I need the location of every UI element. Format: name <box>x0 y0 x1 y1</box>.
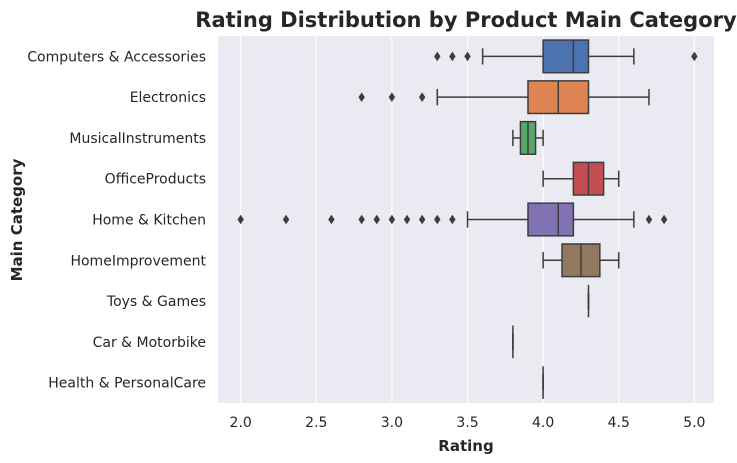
outlier-point <box>434 51 441 62</box>
outlier-point <box>388 214 396 225</box>
x-tick-label: 2.0 <box>230 415 252 431</box>
box-homeimprovement <box>542 243 620 278</box>
x-axis-label: Rating <box>438 437 493 455</box>
y-tick-label: Car & Motorbike <box>93 335 206 351</box>
outlier-point <box>449 51 456 62</box>
outlier-point <box>328 214 335 225</box>
box-officeproducts <box>542 161 620 196</box>
outlier-point <box>464 51 471 62</box>
y-tick-label: Toys & Games <box>106 294 206 310</box>
y-tick-label: OfficeProducts <box>105 172 206 188</box>
outlier-point <box>691 51 698 62</box>
x-tick-label: 4.5 <box>608 415 630 431</box>
y-tick-label: MusicalInstruments <box>69 131 206 147</box>
outlier-point <box>660 214 668 225</box>
x-tick-label: 4.0 <box>532 415 554 431</box>
y-tick-label: Home & Kitchen <box>92 213 206 229</box>
box-home-kitchen <box>237 202 668 237</box>
box-computers-accessories <box>434 39 698 74</box>
y-tick-label: Electronics <box>130 90 206 106</box>
x-tick-label: 3.0 <box>381 415 403 431</box>
outlier-point <box>645 214 653 225</box>
outlier-point <box>434 214 441 225</box>
x-tick-label: 3.5 <box>456 415 478 431</box>
iqr-box <box>542 39 590 74</box>
outlier-point <box>358 92 365 102</box>
plot-area <box>218 36 714 403</box>
y-tick-label: Health & PersonalCare <box>48 376 206 392</box>
outlier-point <box>358 214 365 225</box>
outlier-point <box>449 214 456 225</box>
outlier-point <box>237 214 244 225</box>
box-musicalinstruments <box>512 120 544 156</box>
outlier-point <box>418 92 426 102</box>
outlier-point <box>388 92 396 102</box>
y-tick-labels: Computers & Accessories Electronics Musica… <box>27 49 206 391</box>
outlier-point <box>418 214 426 225</box>
outlier-point <box>282 214 290 225</box>
iqr-box <box>527 202 575 237</box>
x-tick-label: 2.5 <box>305 415 327 431</box>
outlier-point <box>373 214 380 225</box>
chart-title: Rating Distribution by Product Main Cate… <box>195 8 737 32</box>
y-axis-label: Main Category <box>8 158 26 281</box>
y-tick-label: Computers & Accessories <box>27 49 206 65</box>
boxes <box>237 39 698 399</box>
x-tick-label: 5.0 <box>683 415 705 431</box>
y-tick-label: HomeImprovement <box>70 253 206 269</box>
outlier-point <box>403 214 411 225</box>
box-electronics <box>358 80 650 115</box>
x-tick-labels: 2.0 2.5 3.0 3.5 4.0 4.5 5.0 <box>230 415 706 431</box>
